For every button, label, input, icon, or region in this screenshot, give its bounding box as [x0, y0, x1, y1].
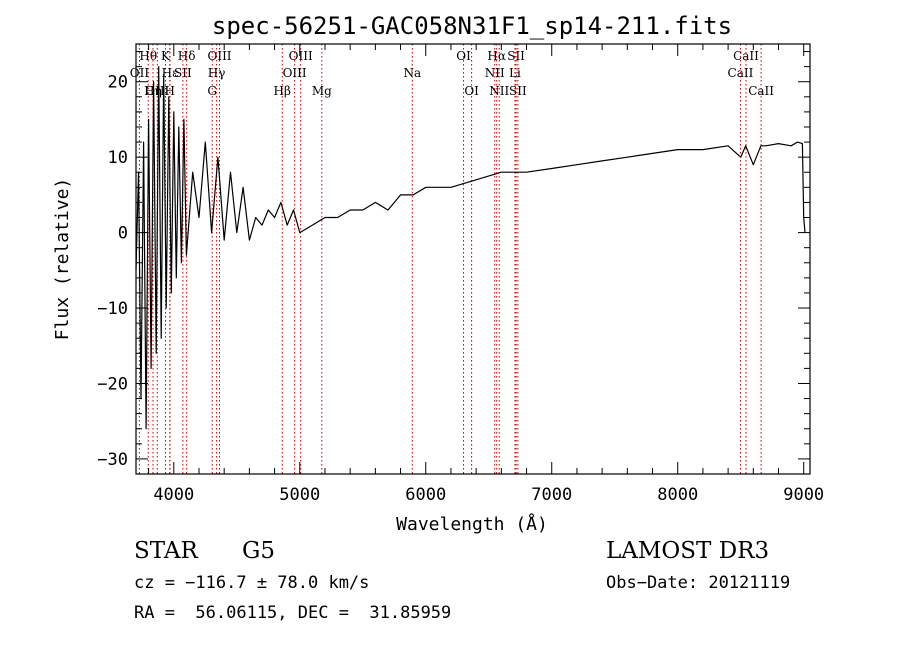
obs-date-text: Obs−Date: 20121119: [606, 573, 791, 593]
line-label-23: Mg: [312, 84, 332, 98]
y-axis-ticks: −30 −20 −10 0 10 20: [97, 51, 810, 475]
line-label-22: Hβ: [274, 84, 291, 98]
x-tick-label: 7000: [531, 485, 572, 505]
line-label-21: G: [207, 84, 217, 98]
x-tick-label: 8000: [657, 485, 698, 505]
y-tick-label: 0: [118, 224, 128, 244]
line-label-9: OII: [130, 66, 150, 80]
line-label-15: NII: [485, 66, 505, 80]
y-tick-label: 20: [108, 73, 128, 93]
y-tick-label: −30: [97, 450, 128, 470]
line-label-3: OIII: [207, 49, 231, 63]
y-tick-label: −20: [97, 374, 128, 394]
line-label-20: H: [165, 84, 175, 98]
line-label-4: OIII: [289, 49, 313, 63]
line-label-7: SII: [507, 49, 525, 63]
x-tick-label: 5000: [279, 485, 320, 505]
x-tick-label: 9000: [783, 485, 824, 505]
chart-title: spec-56251-GAC058N31F1_sp14-211.fits: [212, 12, 732, 40]
line-label-8: CaII: [733, 49, 759, 63]
line-label-5: OI: [456, 49, 471, 63]
y-tick-label: −10: [97, 299, 128, 319]
line-label-13: OIII: [283, 66, 307, 80]
y-axis-label: Flux (relative): [52, 178, 73, 341]
x-tick-label: 4000: [153, 485, 194, 505]
redshift-text: cz = −116.7 ± 78.0 km/s: [134, 573, 370, 593]
ra-dec-text: RA = 56.06115, DEC = 31.85959: [134, 603, 452, 623]
line-label-24: OI: [464, 84, 479, 98]
plot-frame: [135, 43, 811, 475]
line-label-16: Li: [509, 66, 521, 80]
series-line-0: [135, 65, 806, 430]
line-label-12: Hγ: [208, 66, 226, 80]
line-label-10: Hε: [162, 66, 179, 80]
line-label-17: CaII: [728, 66, 754, 80]
line-label-27: CaII: [748, 84, 774, 98]
y-tick-label: 10: [108, 148, 128, 168]
line-label-11: SII: [174, 66, 192, 80]
line-label-2: Hδ: [178, 49, 196, 63]
line-label-1: K: [161, 49, 171, 63]
line-marker-layer: [138, 44, 762, 474]
class-label: STAR: [134, 538, 198, 564]
subclass-label: G5: [242, 538, 276, 564]
line-label-25: NII: [489, 84, 509, 98]
line-label-6: Hα: [487, 49, 506, 63]
x-axis-label: Wavelength (Å): [396, 513, 548, 535]
series-layer: [135, 65, 806, 430]
line-label-0: Hθ: [139, 49, 157, 63]
x-axis-ticks: 4000 5000 6000 7000 8000 9000: [148, 44, 824, 505]
line-label-26: SII: [509, 84, 527, 98]
survey-label: LAMOST DR3: [606, 538, 770, 564]
x-tick-label: 6000: [405, 485, 446, 505]
line-label-14: Na: [403, 66, 421, 80]
